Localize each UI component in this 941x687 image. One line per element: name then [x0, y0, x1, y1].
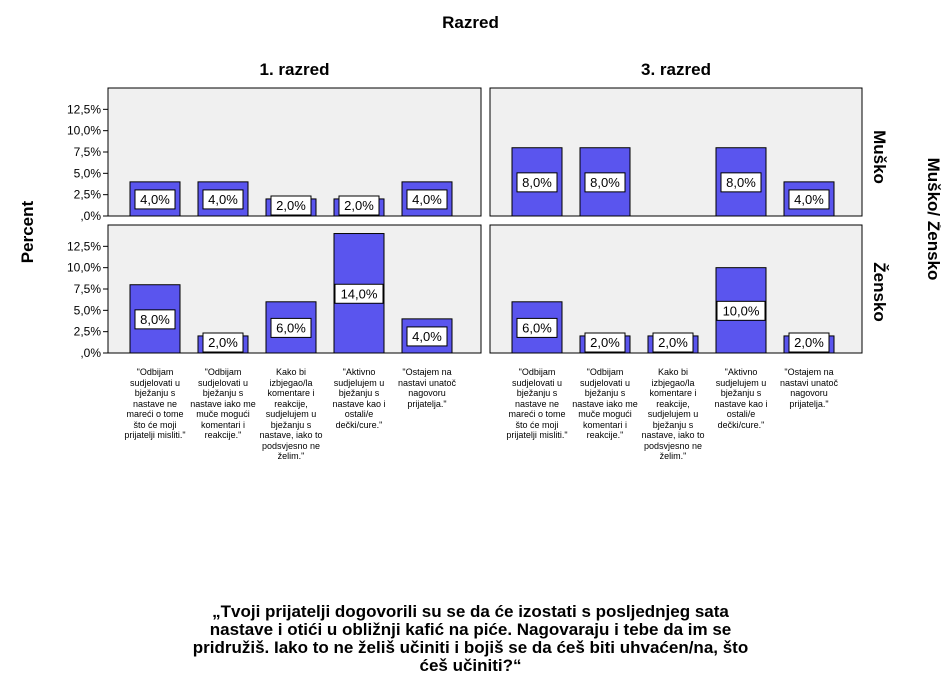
y-tick-label: 2,5% — [74, 188, 102, 202]
data-label-box — [134, 189, 176, 210]
y-tick-label: 12,5% — [67, 102, 101, 116]
category-label: "Odbijam sudjelovati u bježanju s nastav… — [572, 367, 638, 440]
data-label-box — [406, 189, 448, 210]
category-label: "Odbijam sudjelovati u bježanju s nastav… — [506, 367, 568, 440]
category-label: Kako bi izbjegao/la komentare i reakcije… — [641, 367, 705, 461]
y-tick-label: 5,0% — [74, 303, 102, 317]
data-label: 14,0% — [341, 286, 378, 301]
data-label-box — [334, 283, 384, 304]
data-label-box — [716, 300, 766, 321]
y-tick-label: 2,5% — [74, 325, 102, 339]
data-label-box — [516, 172, 558, 193]
y-tick-label: ,0% — [80, 209, 101, 223]
category-label: "Ostajem na nastavi unatoč nagovoru prij… — [397, 367, 457, 409]
data-label: 8,0% — [726, 175, 756, 190]
data-label: 2,0% — [276, 198, 306, 213]
column-title-3: 3. razred — [641, 60, 711, 79]
category-label: "Ostajem na nastavi unatoč nagovoru prij… — [779, 367, 839, 409]
chart-title: Razred — [442, 13, 499, 32]
data-label: 8,0% — [590, 175, 620, 190]
x-axis-label: „Tvoji prijatelji dogovorili su se da će… — [192, 602, 749, 675]
data-label: 2,0% — [658, 335, 688, 350]
y-tick-label: 12,5% — [67, 239, 101, 253]
data-label: 8,0% — [140, 312, 170, 327]
y-tick-label: ,0% — [80, 346, 101, 360]
data-label: 6,0% — [276, 320, 306, 335]
data-label-box — [202, 189, 244, 210]
data-label-box — [134, 309, 176, 330]
data-label-box — [720, 172, 762, 193]
data-label: 2,0% — [344, 198, 374, 213]
data-label: 2,0% — [590, 335, 620, 350]
category-label: "Aktivno sudjelujem u bježanju s nastave… — [332, 367, 386, 430]
data-label-box — [270, 195, 312, 216]
y-tick-label: 10,0% — [67, 124, 101, 138]
y-tick-label: 7,5% — [74, 145, 102, 159]
y-tick-label: 5,0% — [74, 166, 102, 180]
data-label: 2,0% — [208, 335, 238, 350]
category-label: Kako bi izbjegao/la komentare i reakcije… — [259, 367, 323, 461]
data-label: 8,0% — [522, 175, 552, 190]
data-label-box — [516, 317, 558, 338]
data-label-box — [652, 332, 694, 353]
data-label-box — [584, 172, 626, 193]
data-label-box — [202, 332, 244, 353]
data-label-box — [788, 189, 830, 210]
data-label: 4,0% — [140, 192, 170, 207]
data-label-box — [788, 332, 830, 353]
data-label-box — [406, 326, 448, 347]
data-label-box — [584, 332, 626, 353]
data-label: 4,0% — [794, 192, 824, 207]
data-label: 6,0% — [522, 320, 552, 335]
category-label: "Aktivno sudjelujem u bježanju s nastave… — [714, 367, 768, 430]
data-label: 4,0% — [412, 192, 442, 207]
data-label-box — [270, 317, 312, 338]
y-tick-label: 10,0% — [67, 261, 101, 275]
category-label: "Odbijam sudjelovati u bježanju s nastav… — [124, 367, 186, 440]
data-label: 4,0% — [412, 329, 442, 344]
data-label: 2,0% — [794, 335, 824, 350]
data-label: 4,0% — [208, 192, 238, 207]
column-title-1: 1. razred — [259, 60, 330, 79]
data-label: 10,0% — [723, 303, 760, 318]
data-label-box — [338, 195, 380, 216]
category-label: "Odbijam sudjelovati u bježanju s nastav… — [190, 367, 256, 440]
y-tick-label: 7,5% — [74, 282, 102, 296]
